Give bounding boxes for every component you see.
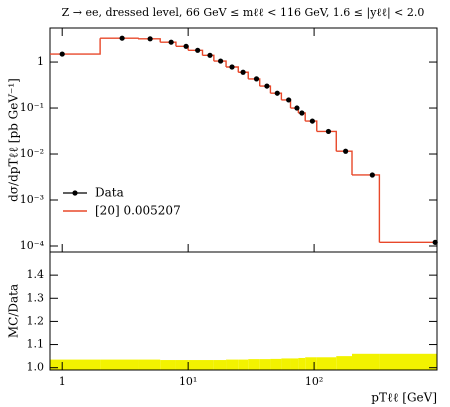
y-tick-label: 10⁻⁴ (20, 239, 45, 252)
mc-step (138, 38, 161, 43)
data-point (343, 148, 349, 154)
mc-step (316, 130, 337, 152)
mc-step (188, 49, 204, 56)
uncertainty-band (248, 359, 260, 370)
mc-step (259, 85, 272, 94)
mc-step (270, 92, 283, 100)
data-point (264, 83, 270, 89)
data-point (299, 110, 305, 116)
data-point (286, 97, 292, 103)
mc-step (352, 174, 381, 243)
legend-label: Data (95, 186, 124, 200)
uncertainty-band (259, 359, 271, 370)
ratio-y-tick-label: 1.2 (27, 314, 45, 327)
data-point (253, 76, 260, 82)
uncertainty-band (290, 358, 299, 370)
data-point (195, 47, 201, 53)
y-tick-label: 10⁻³ (20, 193, 44, 206)
uncertainty-band (213, 360, 227, 370)
mc-step (202, 54, 215, 62)
uncertainty-band (226, 359, 239, 370)
uncertainty-band (100, 359, 139, 370)
legend-data-marker (72, 190, 78, 196)
x-tick-label: 10¹ (179, 375, 197, 388)
x-tick-label: 1 (59, 375, 66, 388)
data-point (207, 52, 213, 58)
uncertainty-band (336, 356, 353, 370)
uncertainty-band (138, 359, 161, 370)
uncertainty-band (238, 359, 249, 370)
data-point (274, 90, 280, 96)
uncertainty-band (202, 360, 214, 370)
chart-title: Z → ee, dressed level, 66 GeV ≤ mℓℓ < 11… (62, 6, 425, 20)
uncertainty-band (270, 358, 282, 370)
data-point (168, 39, 174, 45)
ratio-y-tick-label: 1.3 (27, 291, 45, 304)
x-tick-label: 10² (305, 375, 323, 388)
data-point (369, 172, 375, 178)
mc-step (50, 38, 101, 55)
mc-step (248, 78, 261, 87)
mc-step (100, 37, 139, 39)
uncertainty-band (316, 357, 337, 370)
uncertainty-band (160, 360, 176, 370)
data-point (229, 64, 235, 70)
y-tick-label: 10⁻² (20, 147, 44, 160)
mc-step (336, 150, 353, 175)
ratio-frame (49, 251, 438, 371)
data-point (147, 36, 153, 42)
legend-label: [20] 0.005207 (95, 204, 181, 218)
y-tick-label: 1 (37, 55, 44, 68)
data-point (240, 69, 246, 75)
data-point (432, 239, 438, 245)
data-point (183, 43, 189, 49)
data-point (294, 105, 300, 111)
mc-step (305, 120, 318, 132)
ratio-axis-label: MC/Data (7, 284, 21, 338)
uncertainty-band (50, 359, 101, 370)
data-point (325, 128, 332, 135)
ratio-y-tick-label: 1.1 (27, 338, 45, 351)
x-axis-label: pTℓℓ [GeV] (371, 391, 437, 405)
data-point (59, 51, 65, 57)
mc-step (213, 60, 227, 68)
ratio-y-tick-label: 1.4 (27, 268, 45, 281)
uncertainty-band (175, 360, 189, 370)
uncertainty-band (352, 353, 380, 370)
uncertainty-band (305, 357, 317, 370)
mc-step (160, 41, 177, 47)
data-point (119, 35, 125, 41)
uncertainty-band (188, 360, 203, 370)
uncertainty-band (281, 358, 291, 370)
uncertainty-band (298, 357, 306, 370)
band-group (50, 353, 437, 370)
ratio-y-tick-label: 1.0 (27, 361, 45, 374)
y-axis-label: dσ/dpTℓℓ [pb GeV⁻¹] (7, 78, 21, 202)
uncertainty-band (379, 353, 437, 370)
data-point (309, 118, 315, 124)
data-point (218, 58, 224, 64)
y-tick-label: 10⁻¹ (20, 101, 44, 114)
